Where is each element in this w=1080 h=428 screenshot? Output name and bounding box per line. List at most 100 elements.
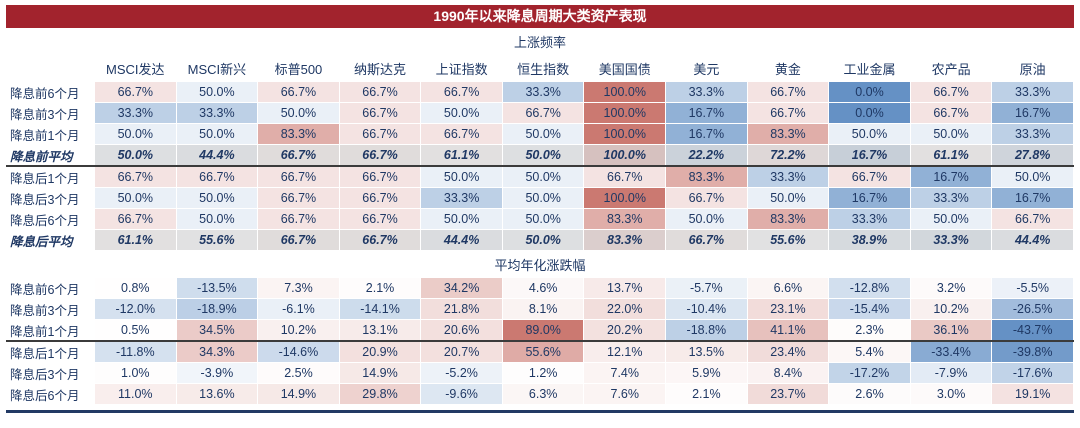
value-cell: 20.9%	[338, 340, 422, 363]
value-cell: 5.9%	[665, 362, 748, 384]
value-cell: 61.1%	[94, 229, 177, 251]
value-cell: 50.0%	[420, 208, 503, 230]
row-label: 降息后6个月	[6, 383, 95, 405]
value-cell: 72.2%	[746, 144, 830, 167]
value-cell: 66.7%	[338, 165, 422, 188]
table-row: 降息前1个月 0.5% 34.5% 10.2% 13.1% 20.6% 89.0% 20.2%…	[6, 319, 1074, 342]
value-cell: 83.3%	[746, 123, 830, 145]
value-cell: 61.1%	[909, 144, 993, 167]
value-cell: 66.7%	[257, 144, 340, 167]
value-cell: 100.0%	[583, 81, 667, 103]
section-heading-annualized-change: 平均年化涨跌幅	[494, 258, 586, 273]
value-cell: 66.7%	[257, 208, 340, 230]
column-header: 上证指数	[420, 54, 503, 82]
value-cell: 66.7%	[828, 165, 911, 188]
row-label: 降息后1个月	[6, 165, 95, 188]
value-cell: 50.0%	[991, 165, 1074, 188]
value-cell: 38.9%	[828, 229, 911, 251]
table-row: 降息前6个月 0.8% -13.5% 7.3% 2.1% 34.2% 4.6% 13.7% -5…	[6, 277, 1074, 299]
value-cell: -14.6%	[257, 340, 340, 363]
value-cell: 50.0%	[746, 187, 830, 209]
value-cell: -18.9%	[175, 298, 259, 320]
value-cell: -15.4%	[828, 298, 911, 320]
table-row: 降息后1个月 -11.8% 34.3% -14.6% 20.9% 20.7% 55.6% 12…	[6, 340, 1074, 363]
value-cell: 66.7%	[665, 187, 748, 209]
value-cell: 1.0%	[94, 362, 177, 384]
value-cell: 50.0%	[94, 123, 177, 145]
column-header: 纳斯达克	[338, 54, 422, 82]
value-cell: 14.9%	[338, 362, 422, 384]
value-cell: -39.8%	[991, 340, 1074, 363]
value-cell: 34.5%	[175, 319, 259, 342]
value-cell: 13.5%	[665, 340, 748, 363]
table-row: 降息后1个月 66.7% 66.7% 66.7% 66.7% 50.0% 50.0% 66.7…	[6, 165, 1074, 188]
value-cell: 50.0%	[175, 187, 259, 209]
value-cell: 33.3%	[909, 187, 993, 209]
value-cell: 55.6%	[501, 340, 585, 363]
value-cell: 16.7%	[991, 102, 1074, 124]
value-cell: 83.3%	[746, 208, 830, 230]
rise-frequency-table: MSCI发达 MSCI新兴 标普500 纳斯达克 上证指数 恒生指数 美国国债 美元 黄金 工业金…	[6, 54, 1074, 251]
column-header: MSCI发达	[94, 54, 177, 82]
value-cell: 33.3%	[909, 229, 993, 251]
value-cell: 100.0%	[583, 144, 667, 167]
value-cell: 1.2%	[501, 362, 585, 384]
value-cell: 41.1%	[746, 319, 830, 342]
value-cell: -12.8%	[828, 277, 911, 299]
row-label: 降息后3个月	[6, 187, 95, 209]
value-cell: 50.0%	[94, 144, 177, 167]
value-cell: 66.7%	[257, 81, 340, 103]
value-cell: 66.7%	[420, 81, 503, 103]
value-cell: 66.7%	[338, 81, 422, 103]
value-cell: 16.7%	[828, 187, 911, 209]
value-cell: 66.7%	[338, 229, 422, 251]
value-cell: -5.5%	[991, 277, 1074, 299]
value-cell: 2.3%	[828, 319, 911, 342]
bottom-border-rule	[6, 410, 1074, 413]
column-header: 工业金属	[828, 54, 911, 82]
column-header: 美元	[665, 54, 748, 82]
value-cell: 50.0%	[501, 165, 585, 188]
row-label: 降息前6个月	[6, 277, 95, 299]
value-cell: -6.1%	[257, 298, 340, 320]
value-cell: -13.5%	[175, 277, 259, 299]
value-cell: 3.2%	[909, 277, 993, 299]
value-cell: 22.0%	[583, 298, 667, 320]
value-cell: 50.0%	[94, 187, 177, 209]
value-cell: 22.2%	[665, 144, 748, 167]
value-cell: 50.0%	[175, 81, 259, 103]
value-cell: 44.4%	[175, 144, 259, 167]
value-cell: -10.4%	[665, 298, 748, 320]
value-cell: 50.0%	[665, 208, 748, 230]
row-label: 降息前1个月	[6, 123, 95, 145]
value-cell: 29.8%	[338, 383, 422, 405]
value-cell: 66.7%	[338, 187, 422, 209]
value-cell: -11.8%	[94, 340, 177, 363]
column-header: 原油	[991, 54, 1074, 82]
value-cell: 16.7%	[909, 165, 993, 188]
value-cell: -14.1%	[338, 298, 422, 320]
value-cell: 2.1%	[338, 277, 422, 299]
value-cell: 66.7%	[175, 165, 259, 188]
value-cell: 3.0%	[909, 383, 993, 405]
row-label: 降息后1个月	[6, 340, 95, 363]
row-label: 降息前3个月	[6, 102, 95, 124]
value-cell: -7.9%	[909, 362, 993, 384]
value-cell: 66.7%	[746, 81, 830, 103]
value-cell: 50.0%	[501, 187, 585, 209]
row-label: 降息后6个月	[6, 208, 95, 230]
table-row: 降息后3个月 1.0% -3.9% 2.5% 14.9% -5.2% 1.2% 7.4% 5.9…	[6, 362, 1074, 384]
value-cell: 0.8%	[94, 277, 177, 299]
value-cell: 100.0%	[583, 187, 667, 209]
value-cell: 66.7%	[94, 165, 177, 188]
value-cell: -33.4%	[909, 340, 993, 363]
corner-cell	[6, 54, 95, 82]
value-cell: 23.4%	[746, 340, 830, 363]
value-cell: 2.1%	[665, 383, 748, 405]
value-cell: -18.8%	[665, 319, 748, 342]
value-cell: 66.7%	[909, 81, 993, 103]
value-cell: 83.3%	[583, 229, 667, 251]
value-cell: 19.1%	[991, 383, 1074, 405]
value-cell: 33.3%	[665, 81, 748, 103]
value-cell: 36.1%	[909, 319, 993, 342]
